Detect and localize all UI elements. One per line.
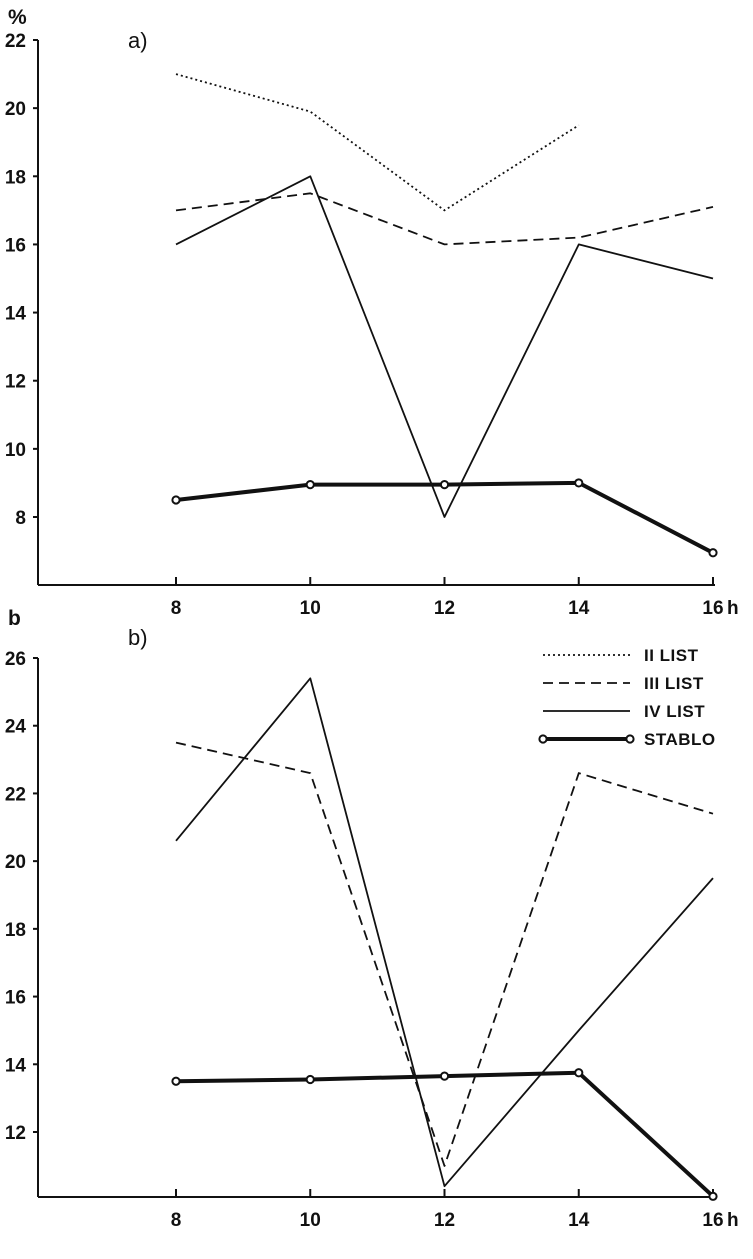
y-tick-label: 16 <box>5 235 26 256</box>
stablo-point-marker <box>305 1074 315 1085</box>
y-tick-label: 26 <box>5 649 26 670</box>
series-line-ii-list <box>175 73 580 212</box>
legend-marker-right <box>625 734 635 744</box>
y-tick-label: 16 <box>5 988 26 1009</box>
series-line-iv-list <box>175 677 714 1188</box>
y-tick-label: 12 <box>5 1123 26 1144</box>
series-line-stablo <box>175 1070 715 1198</box>
stablo-point-marker <box>439 480 450 490</box>
stablo-point-marker <box>439 1071 450 1081</box>
legend-label: IV LIST <box>644 702 705 721</box>
panel-b-unit-label: b <box>8 607 21 630</box>
x-tick-label: 16 <box>702 598 723 619</box>
x-tick-label: 14 <box>568 1210 590 1231</box>
y-tick-label: 8 <box>15 508 26 529</box>
y-tick-label: 14 <box>5 304 27 325</box>
x-tick-label: 8 <box>171 1210 182 1231</box>
legend-label: II LIST <box>644 646 699 665</box>
y-tick-label: 20 <box>5 99 26 120</box>
y-tick-label: 22 <box>5 31 26 52</box>
stablo-point-marker <box>171 1076 181 1086</box>
stablo-point-marker <box>171 495 181 505</box>
y-tick-label: 18 <box>5 920 26 941</box>
x-tick-label: 16 <box>702 1210 723 1231</box>
y-tick-label: 24 <box>5 717 27 738</box>
panel-b-label: b) <box>128 625 148 650</box>
series-line-iv-list <box>175 175 714 518</box>
y-tick-label: 14 <box>5 1055 27 1076</box>
stablo-point-marker <box>708 548 718 558</box>
legend-label: STABLO <box>644 730 716 749</box>
y-tick-label: 10 <box>5 440 26 461</box>
x-unit-label: h <box>727 598 739 619</box>
chart-legend: II LIST III LIST IV LIST STABLO <box>538 646 716 749</box>
x-tick-label: 8 <box>171 598 182 619</box>
legend-label: III LIST <box>644 674 704 693</box>
x-tick-label: 14 <box>568 598 590 619</box>
x-tick-label: 10 <box>300 1210 321 1231</box>
stablo-point-marker <box>708 1191 718 1201</box>
series-line-iii-list <box>175 741 714 1167</box>
stablo-point-marker <box>305 480 315 490</box>
y-tick-label: 22 <box>5 784 26 805</box>
x-tick-label: 10 <box>300 598 321 619</box>
y-tick-label: 12 <box>5 372 26 393</box>
stablo-point-marker <box>574 478 584 488</box>
y-tick-label: 20 <box>5 852 26 873</box>
stablo-point-marker <box>574 1068 584 1078</box>
panel-a-unit-label: % <box>8 6 27 29</box>
legend-marker-left <box>538 734 548 744</box>
y-tick-label: 18 <box>5 167 26 188</box>
x-tick-label: 12 <box>434 598 455 619</box>
x-unit-label: h <box>727 1210 739 1231</box>
series-line-iii-list <box>175 192 714 246</box>
panel-a-label: a) <box>128 28 148 53</box>
x-tick-label: 12 <box>434 1210 455 1231</box>
